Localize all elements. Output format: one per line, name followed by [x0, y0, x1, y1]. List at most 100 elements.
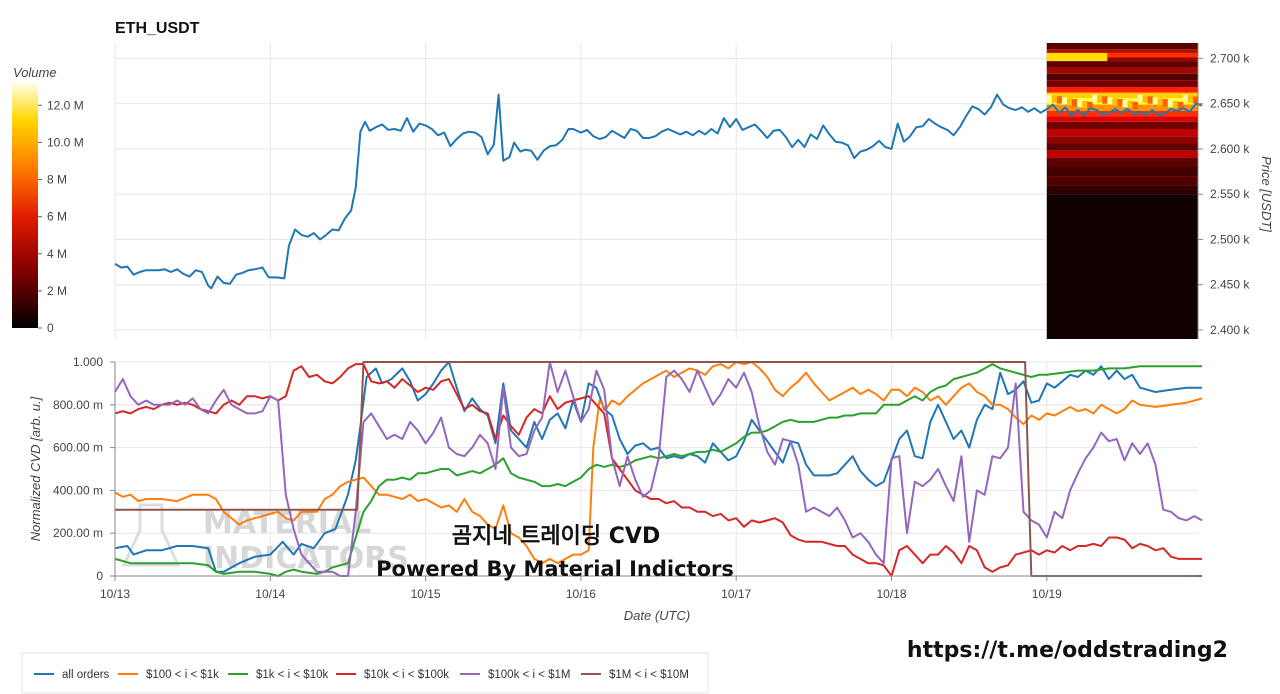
- heatmap-band: [1046, 121, 1198, 129]
- heatmap-band: [1046, 87, 1198, 93]
- cvd-y-tick-label: 600.00 m: [53, 441, 103, 455]
- korean-title-overlay: 곰지네 트레이딩 CVD: [452, 524, 660, 549]
- heatmap-cell: [1147, 96, 1154, 104]
- legend-label: $10k < i < $100k: [364, 669, 449, 681]
- colorbar-tick-label: 4 M: [47, 247, 67, 261]
- heatmap-cell: [1107, 97, 1113, 105]
- date-axis-label: Date (UTC): [624, 608, 690, 623]
- watermark-line-1: MATERIAL: [203, 506, 371, 541]
- cvd-line: [114, 363, 1203, 577]
- colorbar-gradient: [12, 83, 38, 328]
- colorbar-tick-label: 6 M: [47, 210, 67, 224]
- heatmap-band: [1046, 150, 1198, 158]
- cvd-x-tick-label: 10/18: [876, 587, 906, 601]
- price-y-tick-label: 2.500 k: [1210, 232, 1250, 246]
- telegram-url: https://t.me/oddstrading2: [907, 638, 1228, 663]
- cvd-series: [114, 361, 1203, 577]
- price-panel: 2.400 k 2.450 k 2.500 k 2.550 k 2.600 k 2.650…: [114, 20, 1274, 339]
- cvd-y-tick-label: 1.000: [73, 355, 103, 369]
- price-y-ticks: 2.400 k 2.450 k 2.500 k 2.550 k 2.600 k 2.650…: [1197, 43, 1250, 339]
- heatmap-cell: [1192, 96, 1199, 104]
- colorbar-label: Volume: [13, 65, 57, 80]
- heatmap-band: [1046, 185, 1198, 195]
- heatmap-band: [1046, 136, 1198, 144]
- cvd-x-tick-label: 10/13: [100, 587, 130, 601]
- heatmap-cell: [1072, 99, 1078, 107]
- legend: all orders $100 < i < $1k $1k < i < $10k $1…: [21, 652, 709, 694]
- chart-title: ETH_USDT: [115, 20, 200, 37]
- legend-label: $1M < i < $10M: [609, 669, 689, 681]
- powered-by-overlay: Powered By Material Indictors: [376, 557, 734, 581]
- heatmap-band: [1046, 80, 1198, 88]
- heatmap-band: [1046, 110, 1198, 117]
- cvd-y-tick-label: 400.00 m: [53, 483, 103, 497]
- volume-colorbar: Volume 0 2 M 4 M 6 M 8 M 10.0 M 12.0 M: [12, 65, 84, 335]
- heatmap-band: [1046, 116, 1198, 122]
- heatmap-band: [1046, 104, 1198, 111]
- price-y-tick-label: 2.450 k: [1210, 278, 1250, 292]
- heatmap-cell: [1127, 100, 1133, 109]
- cvd-x-tick-label: 10/17: [721, 587, 751, 601]
- heatmap-band: [1046, 61, 1198, 68]
- cvd-line: [114, 361, 1203, 565]
- price-y-tick-label: 2.650 k: [1210, 97, 1250, 111]
- price-plot-area: [115, 43, 1198, 339]
- heatmap-band: [1046, 57, 1198, 62]
- flask-icon: [121, 503, 181, 567]
- price-series: [114, 93, 1203, 290]
- cvd-x-tick-label: 10/19: [1032, 587, 1062, 601]
- price-axis-label: Price [USDT]: [1259, 156, 1274, 232]
- heatmap-cell: [1162, 99, 1169, 107]
- heatmap-band: [1046, 167, 1198, 177]
- heatmap-cell: [1152, 97, 1159, 105]
- heatmap-band: [1046, 49, 1198, 53]
- heatmap-cell: [1061, 97, 1068, 105]
- heatmap-band: [1046, 176, 1198, 186]
- heatmap-cell: [1112, 98, 1118, 106]
- legend-label: all orders: [62, 669, 110, 681]
- cvd-x-tick-label: 10/15: [411, 587, 441, 601]
- price-y-tick-label: 2.550 k: [1210, 187, 1250, 201]
- cvd-axis-label: Normalized CVD [arb. u.]: [28, 396, 43, 541]
- heatmap-cell: [1182, 94, 1189, 102]
- heatmap-cell: [1066, 98, 1073, 106]
- heatmap-cell: [1046, 94, 1053, 102]
- heatmap-cell: [1046, 52, 1108, 62]
- heatmap-cell: [1056, 96, 1063, 104]
- colorbar-tick-label: 12.0 M: [47, 98, 84, 112]
- heatmap-cell: [1187, 95, 1194, 103]
- cvd-line: [114, 361, 1203, 577]
- colorbar-tick-label: 8 M: [47, 173, 67, 187]
- orderbook-heatmap: [1046, 43, 1199, 339]
- heatmap-cell: [1102, 96, 1108, 104]
- heatmap-cell: [1077, 100, 1083, 108]
- heatmap-cell: [1092, 94, 1098, 102]
- heatmap-cell: [1157, 98, 1164, 106]
- colorbar-tick-label: 2 M: [47, 284, 67, 298]
- heatmap-band: [1046, 157, 1198, 168]
- heatmap-band: [1046, 52, 1198, 58]
- heatmap-cell: [1177, 101, 1184, 110]
- heatmap-cell: [1087, 101, 1093, 110]
- legend-label: $1k < i < $10k: [256, 669, 328, 681]
- price-y-tick-label: 2.400 k: [1210, 323, 1250, 337]
- heatmap-cell: [1142, 95, 1149, 103]
- colorbar-ticks: 0 2 M 4 M 6 M 8 M 10.0 M 12.0 M: [38, 98, 84, 335]
- cvd-line: [114, 363, 1203, 577]
- heatmap-cell: [1117, 99, 1123, 107]
- cvd-x-tick-label: 10/16: [566, 587, 596, 601]
- price-y-tick-label: 2.700 k: [1210, 51, 1250, 65]
- heatmap-cell: [1167, 100, 1174, 108]
- heatmap-cell: [1172, 100, 1179, 109]
- heatmap-band: [1046, 73, 1198, 81]
- colorbar-tick-label: 0: [47, 321, 54, 335]
- cvd-y-ticks: 0 200.00 m 400.00 m 600.00 m 800.00 m 1.000: [53, 355, 116, 583]
- price-line: [114, 93, 1203, 290]
- heatmap-band: [1046, 92, 1198, 99]
- heatmap-band: [1046, 143, 1198, 151]
- price-grid: [114, 43, 1198, 339]
- price-y-tick-label: 2.600 k: [1210, 142, 1250, 156]
- heatmap-cell: [1097, 95, 1103, 103]
- heatmap-band: [1046, 67, 1198, 74]
